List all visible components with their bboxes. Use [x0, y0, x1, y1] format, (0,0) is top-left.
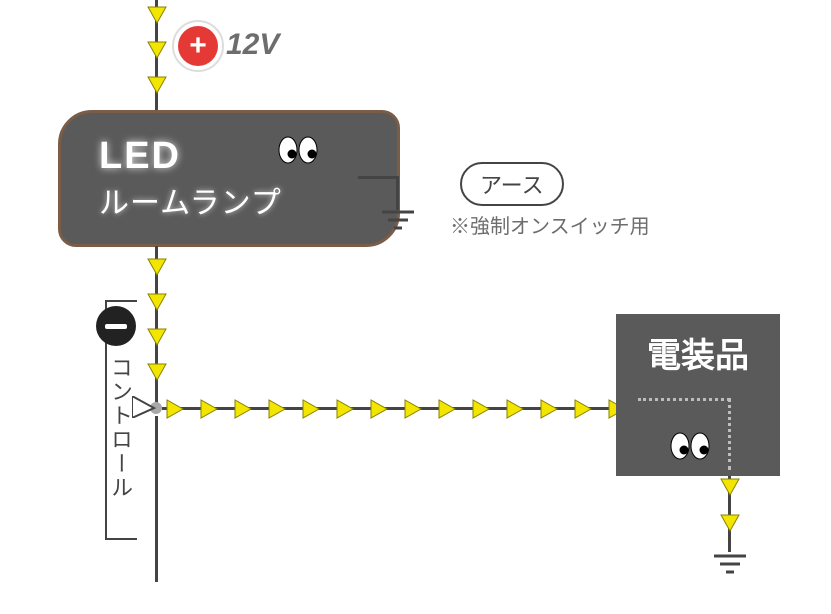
wire-earth-v: [396, 176, 399, 210]
led-room-lamp-box: LED ルームランプ: [58, 110, 400, 247]
wire-earth-h: [358, 176, 398, 179]
dashed-v: [728, 398, 731, 470]
ground-icon-equipment: [710, 554, 750, 580]
arrows-top: [140, 0, 174, 110]
equipment-label: 電装品: [634, 328, 762, 377]
voltage-label: 12V: [226, 28, 279, 62]
led-label-2: ルームランプ: [99, 178, 359, 222]
control-label: コントロール: [104, 356, 136, 500]
plus-icon: +: [189, 31, 207, 61]
minus-icon: [105, 324, 127, 329]
wire-below-vertical: [155, 416, 158, 582]
plus-badge: +: [178, 26, 218, 66]
eyes-icon-led: [278, 136, 320, 166]
minus-badge: [96, 306, 136, 346]
arrows-horizontal: [162, 392, 632, 426]
eyes-icon-equipment: [670, 432, 712, 462]
ground-icon-earth: [380, 210, 416, 234]
led-label-1: LED: [99, 135, 359, 178]
earth-note: ※強制オンスイッチ用: [450, 210, 650, 239]
dashed-h: [638, 398, 730, 401]
arrows-mid-vertical: [140, 246, 174, 406]
arrows-equipment-out: [713, 476, 747, 556]
earth-pill: アース: [460, 162, 564, 206]
